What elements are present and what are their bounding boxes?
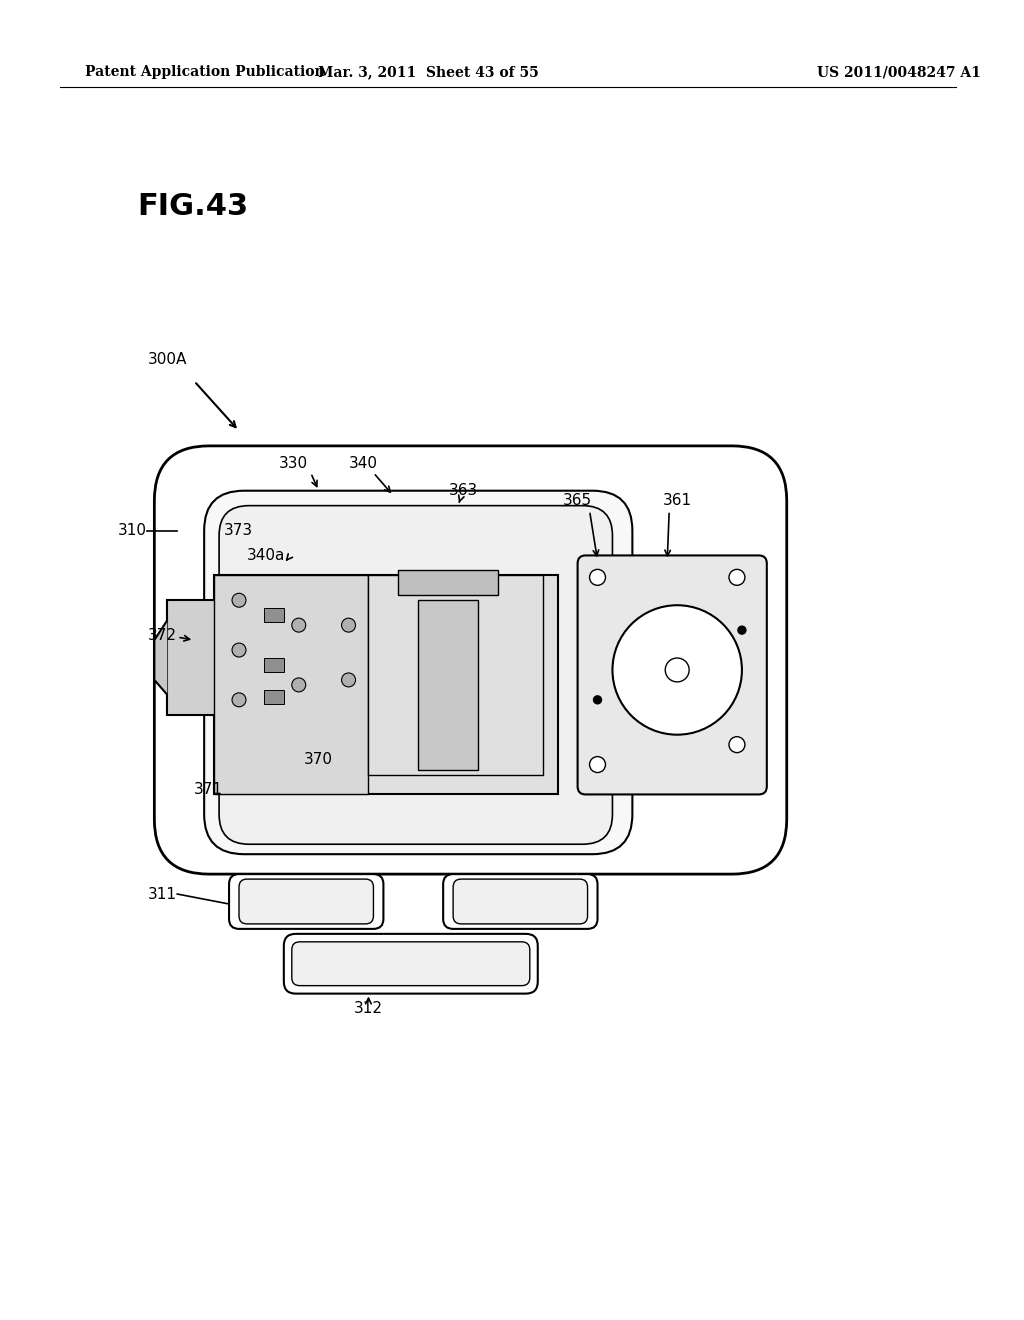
FancyBboxPatch shape [219, 506, 612, 845]
Bar [214, 576, 558, 795]
Text: 371: 371 [195, 781, 223, 797]
Circle shape [729, 737, 744, 752]
Circle shape [590, 756, 605, 772]
Circle shape [232, 643, 246, 657]
Text: 372: 372 [147, 627, 176, 643]
Text: FIG.43: FIG.43 [137, 193, 249, 222]
Circle shape [738, 626, 745, 634]
Text: 370: 370 [304, 752, 333, 767]
Text: Mar. 3, 2011  Sheet 43 of 55: Mar. 3, 2011 Sheet 43 of 55 [317, 66, 539, 79]
Circle shape [292, 678, 306, 692]
Text: 365: 365 [563, 494, 592, 508]
FancyBboxPatch shape [155, 446, 786, 874]
FancyBboxPatch shape [284, 933, 538, 994]
Circle shape [292, 618, 306, 632]
Text: 373: 373 [224, 523, 253, 539]
Circle shape [612, 606, 742, 735]
Bar [264, 657, 284, 672]
Text: 340a: 340a [247, 548, 286, 562]
FancyBboxPatch shape [204, 491, 633, 854]
Text: Patent Application Publication: Patent Application Publication [85, 66, 325, 79]
Bar [418, 601, 478, 770]
Polygon shape [155, 620, 167, 694]
Text: 340: 340 [349, 457, 378, 471]
Text: US 2011/0048247 A1: US 2011/0048247 A1 [816, 66, 981, 79]
Bar [398, 570, 498, 595]
FancyBboxPatch shape [443, 874, 598, 929]
Bar [369, 576, 543, 775]
FancyBboxPatch shape [578, 556, 767, 795]
Circle shape [342, 618, 355, 632]
Circle shape [232, 693, 246, 706]
Text: 300A: 300A [147, 351, 186, 367]
FancyBboxPatch shape [292, 942, 529, 986]
Circle shape [232, 593, 246, 607]
Text: 363: 363 [449, 483, 478, 498]
Circle shape [729, 569, 744, 585]
FancyBboxPatch shape [239, 879, 374, 924]
Bar [167, 601, 222, 714]
Circle shape [342, 673, 355, 686]
Text: 312: 312 [354, 1001, 383, 1016]
Circle shape [590, 569, 605, 585]
Text: 310: 310 [118, 523, 146, 539]
Text: 311: 311 [147, 887, 176, 902]
Bar [264, 690, 284, 704]
Text: 361: 361 [663, 494, 692, 508]
Circle shape [594, 696, 601, 704]
FancyBboxPatch shape [229, 874, 383, 929]
FancyBboxPatch shape [453, 879, 588, 924]
Bar [214, 576, 369, 795]
Text: 330: 330 [280, 457, 308, 471]
Bar [264, 609, 284, 622]
Circle shape [666, 657, 689, 682]
